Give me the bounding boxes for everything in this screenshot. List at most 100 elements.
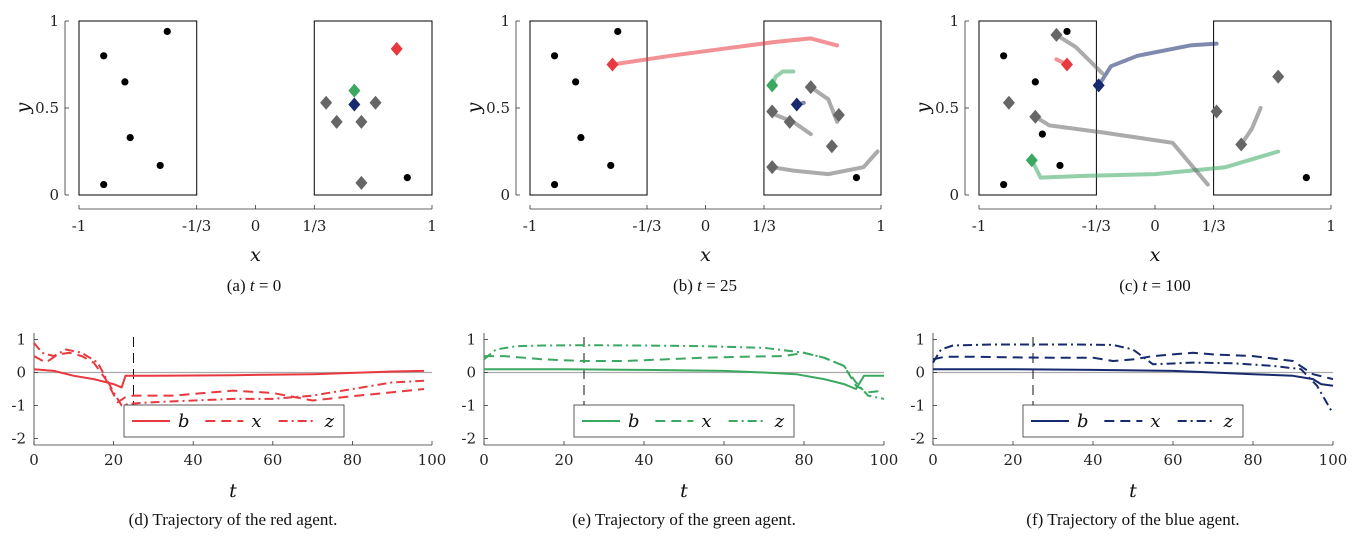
target-point — [121, 78, 129, 86]
x-tick-label: -1/3 — [1082, 217, 1111, 235]
y-tick-label: 0.5 — [935, 99, 959, 117]
x-tick-label: 1 — [427, 217, 437, 235]
series-line-z — [932, 343, 1334, 415]
agent-gray — [825, 139, 838, 154]
target-point — [1000, 52, 1008, 60]
y-axis-label: y — [12, 102, 34, 114]
trail-gray-4 — [770, 149, 880, 177]
trail-red-0 — [610, 36, 840, 67]
x-axis-label: x — [1150, 244, 1161, 266]
x-tick-label: 40 — [634, 451, 653, 469]
trail-blue-2 — [1096, 41, 1219, 88]
legend-label-x: x — [701, 411, 711, 432]
agent-gray — [1029, 109, 1042, 124]
agent-gray — [355, 175, 368, 190]
agent-red — [606, 57, 619, 72]
panel-caption: (a) t = 0 — [227, 276, 281, 295]
panel-c-scatter: 0 0.5 1 -1 -1/3 0 1/3 1 x y (c) t = 100 — [912, 12, 1336, 295]
y-tick-label: 1 — [466, 331, 476, 349]
series-line-x — [33, 351, 425, 404]
y-tick-label: 0.5 — [486, 99, 510, 117]
agent-red — [390, 41, 403, 56]
caption-var: t — [250, 276, 256, 295]
legend-label-b: b — [628, 411, 640, 432]
x-tick-label: 0 — [928, 451, 938, 469]
target-point — [100, 52, 108, 60]
target-point — [126, 133, 134, 142]
agent-blue — [790, 97, 803, 112]
target-point — [1031, 78, 1039, 86]
y-tick-label: -2 — [910, 429, 925, 447]
trail-green-1 — [1029, 149, 1281, 180]
x-tick-label: 0 — [251, 217, 261, 235]
x-tick-label: -1/3 — [182, 217, 211, 235]
x-tick-label: 60 — [1163, 451, 1182, 469]
agent-green — [1025, 153, 1038, 168]
y-tick-label: -1 — [461, 396, 476, 414]
agent-red — [1061, 57, 1073, 72]
caption-prefix: (a) — [227, 276, 250, 295]
x-tick-label: 0 — [701, 217, 711, 235]
agent-gray — [766, 160, 779, 175]
x-axis-label: t — [229, 480, 237, 502]
x-tick-label: 0 — [1150, 217, 1160, 235]
y-tick-label: 0.5 — [35, 99, 59, 117]
x-tick-label: 80 — [794, 451, 813, 469]
agent-gray — [1002, 95, 1015, 110]
series-line-x — [484, 351, 885, 394]
caption-var: t — [1142, 276, 1148, 295]
agent-gray — [766, 104, 779, 119]
y-axis-label: y — [463, 102, 485, 114]
target-point — [156, 161, 164, 170]
caption-var: t — [697, 276, 703, 295]
series-line-b — [484, 368, 884, 390]
x-tick-label: 1 — [876, 217, 886, 235]
x-tick-label: 1/3 — [752, 217, 776, 235]
agent-gray — [355, 114, 368, 129]
target-point — [100, 180, 108, 189]
series-line-x — [932, 351, 1334, 381]
y-tick-label: 0 — [466, 364, 476, 382]
panel-caption: (b) t = 25 — [673, 276, 737, 295]
x-tick-label: 40 — [1083, 451, 1102, 469]
series-line-b — [33, 368, 425, 389]
x-tick-label: 1/3 — [302, 217, 326, 235]
agent-gray — [320, 95, 333, 110]
caption-value: = 100 — [1147, 276, 1191, 295]
x-tick-label: 1/3 — [1202, 217, 1226, 235]
series-line-z — [483, 344, 885, 400]
x-tick-label: -1 — [72, 217, 87, 235]
x-tick-label: 0 — [29, 451, 39, 469]
target-point — [607, 161, 615, 170]
x-tick-label: 60 — [714, 451, 733, 469]
target-region-1 — [763, 20, 882, 196]
x-tick-label: 100 — [870, 451, 899, 469]
y-tick-label: 1 — [49, 12, 59, 30]
x-tick-label: 100 — [418, 451, 447, 469]
target-point — [163, 27, 171, 36]
y-tick-label: 1 — [949, 12, 959, 30]
agent-green — [766, 78, 779, 93]
target-point — [403, 174, 411, 182]
x-tick-label: 0 — [479, 451, 489, 469]
y-tick-label: -1 — [11, 396, 26, 414]
x-tick-label: -1 — [972, 217, 987, 235]
series-line-z — [33, 342, 425, 407]
trail-gray-4 — [1033, 114, 1210, 187]
agent-blue — [348, 97, 361, 112]
target-region-0 — [978, 20, 1097, 196]
caption-value: = 0 — [255, 276, 282, 295]
y-tick-label: 0 — [49, 186, 59, 204]
x-tick-label: 80 — [343, 451, 362, 469]
agent-gray — [804, 80, 817, 95]
x-tick-label: 1 — [1326, 217, 1336, 235]
y-tick-label: 1 — [915, 331, 925, 349]
legend-label-x: x — [1150, 411, 1160, 432]
agent-gray — [1210, 104, 1223, 119]
agent-gray — [1272, 69, 1285, 84]
agent-gray — [832, 107, 845, 122]
